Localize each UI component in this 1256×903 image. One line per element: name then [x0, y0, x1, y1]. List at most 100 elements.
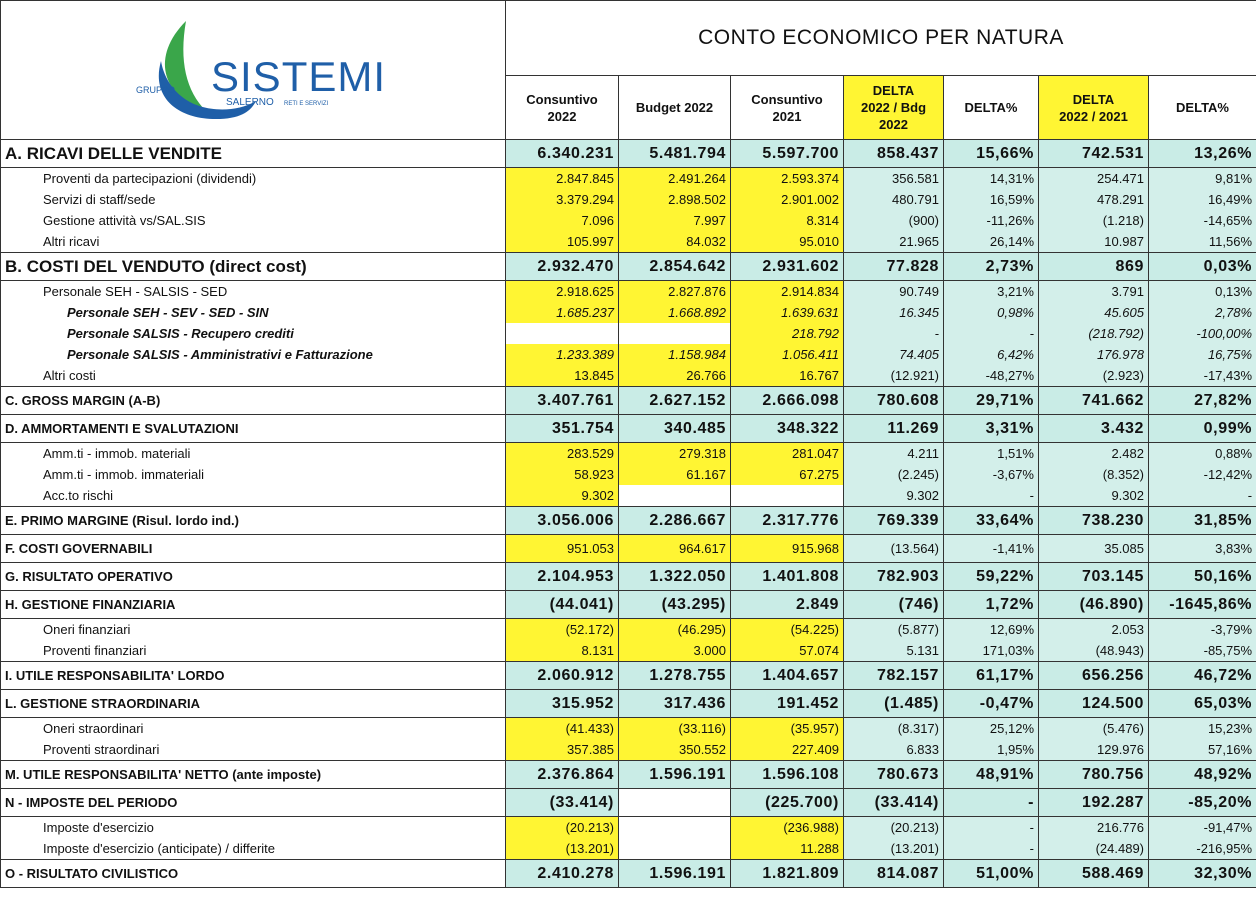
value-cell: (20.213) [843, 816, 944, 838]
value-cell: 357.385 [505, 739, 619, 761]
row: F. COSTI GOVERNABILI 951.053 964.617 915.96… [0, 534, 1256, 563]
value-cell: 5.597.700 [730, 139, 844, 168]
value-cell: 8.131 [505, 640, 619, 662]
value-cell: -3,67% [943, 464, 1039, 485]
value-cell: 951.053 [505, 534, 619, 563]
row: Proventi straordinari 357.385 350.552 227.4… [0, 739, 1256, 761]
row-label: Altri costi [0, 365, 506, 387]
row: C. GROSS MARGIN (A-B) 3.407.761 2.627.152 2… [0, 386, 1256, 415]
value-cell: 26,14% [943, 231, 1039, 253]
value-cell [505, 323, 619, 344]
column-header: Consuntivo 2022 [505, 75, 619, 140]
value-cell: 27,82% [1147, 386, 1256, 415]
value-cell: 3.791 [1038, 280, 1149, 302]
logo-leaf [164, 21, 206, 111]
value-cell: 0,98% [943, 302, 1039, 323]
row: Amm.ti - immob. immateriali 58.923 61.167 6… [0, 464, 1256, 485]
value-cell: (46.295) [618, 618, 731, 640]
value-cell: 340.485 [618, 414, 731, 443]
value-cell: (225.700) [730, 788, 844, 817]
value-cell: 7.096 [505, 210, 619, 231]
value-cell: 782.157 [843, 661, 944, 690]
value-cell: 6,42% [943, 344, 1039, 365]
value-cell: 77.828 [843, 252, 944, 281]
value-cell: 1,72% [943, 590, 1039, 619]
value-cell: (48.943) [1038, 640, 1149, 662]
value-cell: 350.552 [618, 739, 731, 761]
value-cell [730, 485, 844, 507]
value-cell [618, 485, 731, 507]
value-cell: (236.988) [730, 816, 844, 838]
value-cell: 1,51% [943, 442, 1039, 464]
value-cell: 742.531 [1038, 139, 1149, 168]
value-cell: 915.968 [730, 534, 844, 563]
value-cell: -1645,86% [1147, 590, 1256, 619]
value-cell: 46,72% [1147, 661, 1256, 690]
value-cell: 95.010 [730, 231, 844, 253]
row: Oneri finanziari (52.172) (46.295) (54.225)… [0, 618, 1256, 640]
value-cell: (41.433) [505, 717, 619, 739]
value-cell: 782.903 [843, 562, 944, 591]
value-cell: 9.302 [1038, 485, 1149, 507]
title: CONTO ECONOMICO PER NATURA [504, 0, 1256, 77]
value-cell: 3,83% [1147, 534, 1256, 563]
value-cell: 2.627.152 [618, 386, 731, 415]
value-cell: 4.211 [843, 442, 944, 464]
value-cell: 10.987 [1038, 231, 1149, 253]
value-cell: 780.608 [843, 386, 944, 415]
value-cell: -0,47% [943, 689, 1039, 718]
value-cell: 16,75% [1147, 344, 1256, 365]
value-cell [618, 788, 731, 817]
value-cell: -11,26% [943, 210, 1039, 231]
row: Imposte d'esercizio (anticipate) / diffe… [0, 838, 1256, 860]
value-cell: 16,49% [1147, 189, 1256, 210]
row: G. RISULTATO OPERATIVO 2.104.953 1.322.050… [0, 562, 1256, 591]
value-cell: 1.685.237 [505, 302, 619, 323]
value-cell: (5.476) [1038, 717, 1149, 739]
value-cell: (43.295) [618, 590, 731, 619]
value-cell: 1.596.108 [730, 760, 844, 789]
value-cell: -100,00% [1147, 323, 1256, 344]
value-cell: 1,95% [943, 739, 1039, 761]
row-label: Personale SALSIS - Amministrativi e Fatt… [0, 344, 506, 365]
logo-city: SALERNO [226, 97, 274, 108]
logo-group: GRUPPO [136, 85, 175, 95]
value-cell: 1.278.755 [618, 661, 731, 690]
column-header: DELTA 2022 / Bdg 2022 [843, 75, 944, 140]
value-cell: -3,79% [1147, 618, 1256, 640]
value-cell: 2.854.642 [618, 252, 731, 281]
value-cell: 35.085 [1038, 534, 1149, 563]
row-label: B. COSTI DEL VENDUTO (direct cost) [0, 252, 506, 281]
value-cell: - [943, 838, 1039, 860]
row: Personale SEH - SEV - SED - SIN 1.685.237… [0, 302, 1256, 323]
value-cell: 25,12% [943, 717, 1039, 739]
value-cell: 2.901.002 [730, 189, 844, 210]
value-cell: 29,71% [943, 386, 1039, 415]
value-cell: -85,75% [1147, 640, 1256, 662]
value-cell: 16.345 [843, 302, 944, 323]
value-cell: 2.898.502 [618, 189, 731, 210]
value-cell: 9,81% [1147, 167, 1256, 189]
value-cell: (1.485) [843, 689, 944, 718]
value-cell: 2.104.953 [505, 562, 619, 591]
value-cell: 3,31% [943, 414, 1039, 443]
value-cell: 2.060.912 [505, 661, 619, 690]
value-cell: 1.404.657 [730, 661, 844, 690]
value-cell: 129.976 [1038, 739, 1149, 761]
value-cell: (24.489) [1038, 838, 1149, 860]
value-cell: (1.218) [1038, 210, 1149, 231]
row: Personale SEH - SALSIS - SED 2.918.625 2.8… [0, 280, 1256, 302]
value-cell: 6.340.231 [505, 139, 619, 168]
row-label: E. PRIMO MARGINE (Risul. lordo ind.) [0, 506, 506, 535]
row-label: N - IMPOSTE DEL PERIODO [0, 788, 506, 817]
value-cell: 769.339 [843, 506, 944, 535]
value-cell: 3.407.761 [505, 386, 619, 415]
value-cell: 7.997 [618, 210, 731, 231]
row: L. GESTIONE STRAORDINARIA 315.952 317.436 1… [0, 689, 1256, 718]
row: Acc.to rischi 9.302 9.302-9.302- [0, 485, 1256, 507]
value-cell: 105.997 [505, 231, 619, 253]
value-cell: 738.230 [1038, 506, 1149, 535]
value-cell: 192.287 [1038, 788, 1149, 817]
value-cell: 67.275 [730, 464, 844, 485]
